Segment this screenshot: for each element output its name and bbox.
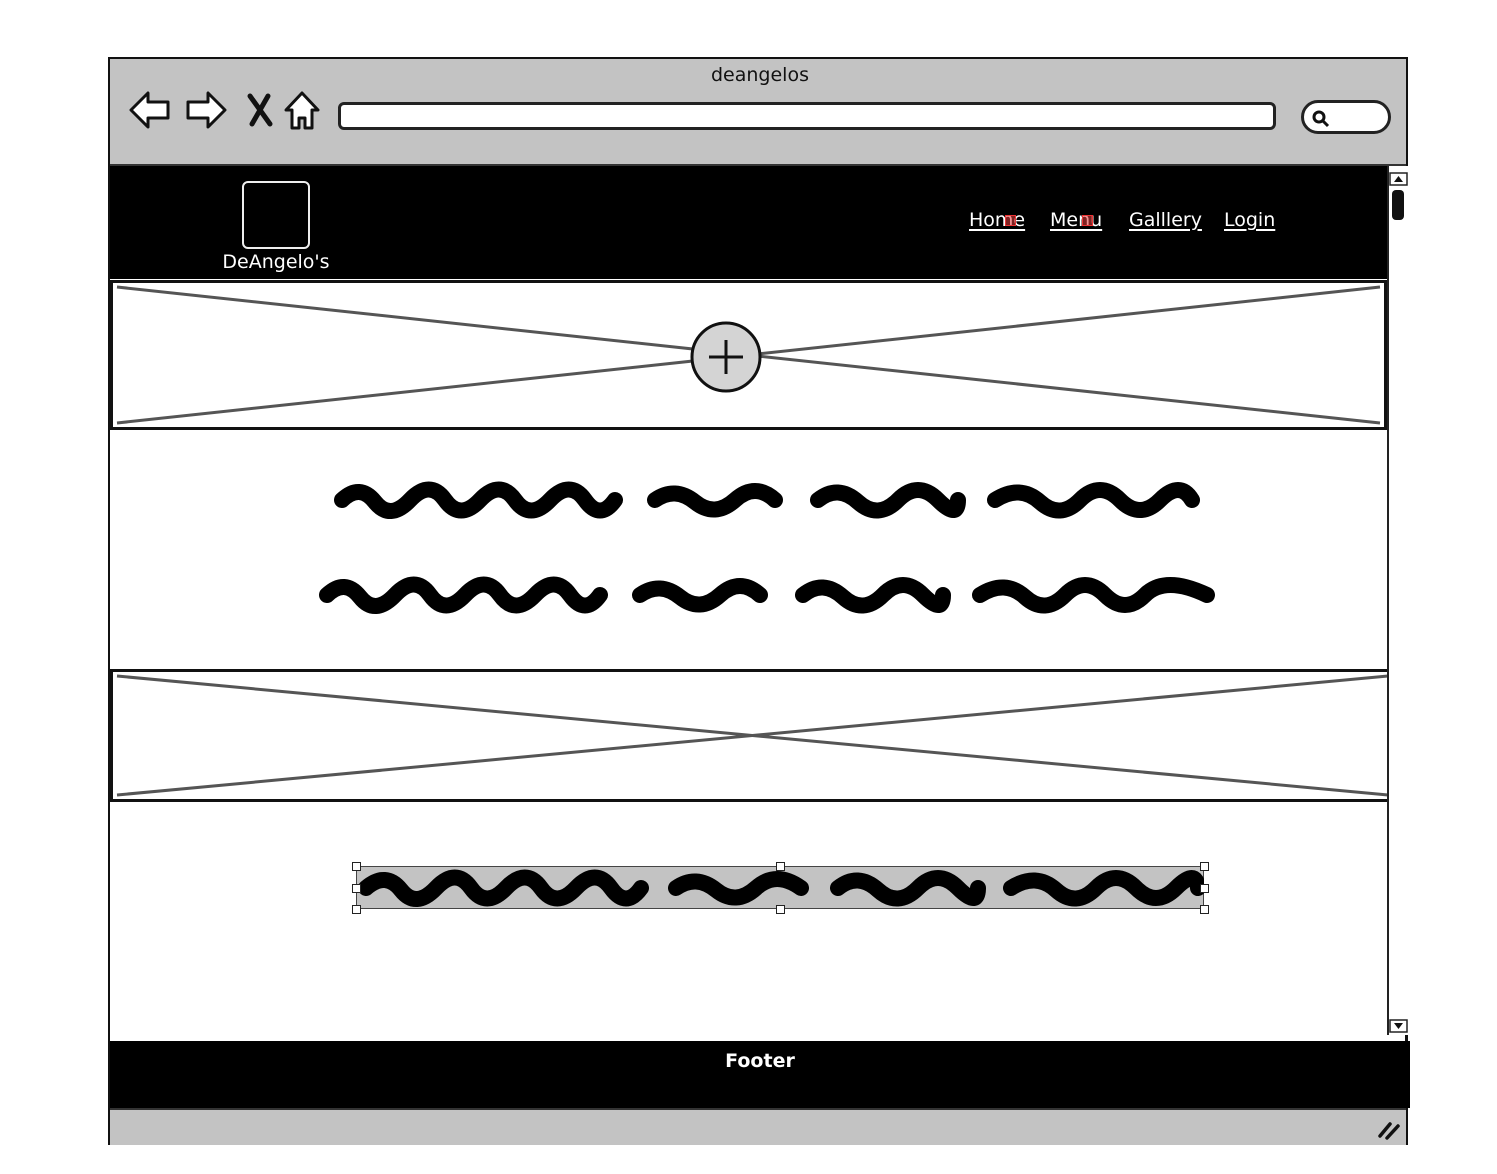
warning-marker (1005, 215, 1016, 226)
forward-arrow-icon[interactable] (184, 88, 228, 132)
stop-icon[interactable] (238, 88, 282, 132)
resize-handle[interactable] (1200, 862, 1209, 871)
text-scribble-line (334, 481, 1200, 519)
site-header (110, 166, 1387, 279)
hero-image-placeholder (110, 280, 1387, 430)
add-image-icon[interactable] (689, 320, 763, 394)
text-scribble-line (358, 869, 1204, 907)
resize-handle[interactable] (352, 884, 361, 893)
url-bar[interactable] (338, 102, 1276, 130)
home-icon[interactable] (280, 88, 324, 132)
nav-link-label: Home (969, 209, 1026, 231)
image-placeholder (110, 669, 1395, 802)
resize-handle[interactable] (352, 905, 361, 914)
nav-link-label: Galllery (1129, 209, 1202, 231)
selected-text-block[interactable] (356, 866, 1204, 909)
nav-link-label: Login (1224, 209, 1276, 231)
vertical-scrollbar[interactable] (1387, 166, 1408, 1035)
scroll-thumb[interactable] (1392, 190, 1404, 220)
resize-handle[interactable] (776, 905, 785, 914)
resize-handle[interactable] (1200, 905, 1209, 914)
nav-link-home[interactable]: Home (969, 209, 1025, 231)
browser-statusbar (110, 1108, 1406, 1145)
resize-handle[interactable] (776, 862, 785, 871)
nav-link-gallery[interactable]: Galllery (1129, 209, 1202, 231)
window-title: deangelos (711, 64, 809, 86)
scroll-up-icon[interactable] (1389, 171, 1408, 186)
nav-link-menu[interactable]: Menu (1050, 209, 1102, 231)
nav-link-login[interactable]: Login (1224, 209, 1275, 231)
logo-text: DeAngelo's (222, 251, 330, 273)
back-arrow-icon[interactable] (128, 88, 172, 132)
logo-placeholder[interactable] (242, 181, 310, 249)
text-scribble-line (319, 576, 1215, 614)
resize-handle[interactable] (352, 862, 361, 871)
warning-marker (1082, 215, 1093, 226)
resize-handle[interactable] (1200, 884, 1209, 893)
nav-link-label: Menu (1050, 209, 1103, 231)
scroll-down-icon[interactable] (1389, 1018, 1408, 1033)
browser-search-box[interactable] (1301, 100, 1391, 134)
resize-grip-icon[interactable] (1376, 1118, 1402, 1144)
search-icon (1312, 110, 1330, 128)
site-footer (110, 1041, 1410, 1108)
footer-label: Footer (725, 1050, 795, 1072)
